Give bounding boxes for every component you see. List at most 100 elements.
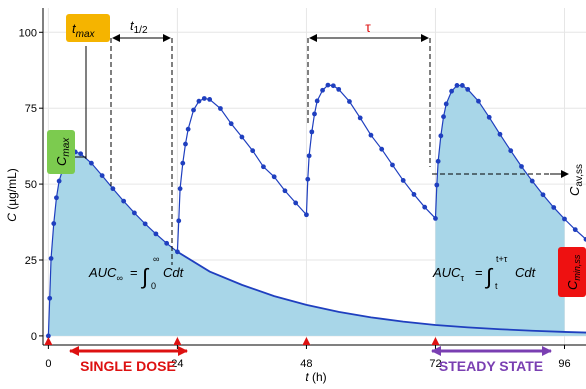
- svg-text:Cdt: Cdt: [515, 265, 537, 280]
- data-point: [326, 83, 331, 88]
- svg-text:=: =: [130, 265, 138, 280]
- tau-label: τ: [365, 19, 371, 35]
- data-point: [304, 212, 309, 217]
- data-point: [47, 296, 52, 301]
- data-point: [100, 173, 105, 178]
- data-point: [379, 147, 384, 152]
- svg-text:∞: ∞: [153, 254, 159, 264]
- data-point: [143, 221, 148, 226]
- half-life-label: t1/2: [130, 18, 148, 36]
- data-point: [433, 216, 438, 221]
- data-point: [476, 99, 481, 104]
- data-point: [121, 199, 126, 204]
- data-point: [191, 108, 196, 113]
- svg-text:=: =: [475, 265, 483, 280]
- y-tick-label: 50: [25, 179, 37, 191]
- data-point: [305, 177, 310, 182]
- data-point: [132, 211, 137, 216]
- data-point: [176, 218, 181, 223]
- x-tick-label: 96: [558, 358, 570, 370]
- y-axis-label: C (µg/mL): [5, 168, 19, 222]
- y-tick-label: 25: [25, 255, 37, 267]
- data-point: [180, 161, 185, 166]
- data-point: [49, 256, 54, 261]
- data-point: [336, 87, 341, 92]
- data-point: [401, 178, 406, 183]
- data-point: [202, 96, 207, 101]
- data-point: [283, 188, 288, 193]
- dose-marker: [173, 337, 181, 345]
- data-point: [178, 186, 183, 191]
- data-point: [438, 133, 443, 138]
- dose-marker: [44, 337, 52, 345]
- cav-label: Cav,ss: [567, 164, 585, 196]
- data-point: [57, 179, 62, 184]
- dose-marker: [302, 337, 310, 345]
- auc-fill-areas: [48, 85, 586, 335]
- data-point: [562, 217, 567, 222]
- data-point: [508, 148, 513, 153]
- svg-text:Cdt: Cdt: [163, 265, 185, 280]
- data-point: [465, 87, 470, 92]
- data-point: [207, 97, 212, 102]
- data-point: [487, 115, 492, 120]
- svg-text:0: 0: [151, 281, 156, 291]
- data-point: [460, 83, 465, 88]
- y-tick-label: 75: [25, 103, 37, 115]
- data-point: [455, 83, 460, 88]
- data-point: [541, 192, 546, 197]
- data-point: [240, 135, 245, 140]
- auc-tau-area: [435, 85, 564, 335]
- data-point: [89, 161, 94, 166]
- data-point: [293, 201, 298, 206]
- data-point: [573, 227, 578, 232]
- data-point: [444, 102, 449, 107]
- data-point: [347, 99, 352, 104]
- data-point: [197, 99, 202, 104]
- data-point: [331, 83, 336, 88]
- y-tick-label: 100: [19, 27, 37, 39]
- data-point: [422, 205, 427, 210]
- data-point: [175, 249, 180, 254]
- svg-text:t+τ: t+τ: [496, 254, 508, 264]
- data-point: [390, 163, 395, 168]
- data-point: [78, 151, 83, 156]
- dose-markers: [44, 337, 439, 345]
- data-point: [358, 116, 363, 121]
- data-point: [449, 89, 454, 94]
- data-point: [218, 106, 223, 111]
- data-point: [320, 88, 325, 93]
- data-point: [154, 231, 159, 236]
- data-point: [186, 127, 191, 132]
- data-point: [110, 186, 115, 191]
- data-point: [307, 153, 312, 158]
- steady-state-label: STEADY STATE: [439, 358, 543, 374]
- data-point: [441, 114, 446, 119]
- data-point: [434, 183, 439, 188]
- data-point: [261, 164, 266, 169]
- data-point: [412, 192, 417, 197]
- data-point: [519, 164, 524, 169]
- dose-marker: [431, 337, 439, 345]
- data-point: [369, 133, 374, 138]
- x-axis-label: t (h): [305, 370, 326, 384]
- data-point: [530, 179, 535, 184]
- data-point: [164, 241, 169, 246]
- data-point: [250, 148, 255, 153]
- data-point: [272, 174, 277, 179]
- data-point: [309, 129, 314, 134]
- data-point: [315, 99, 320, 104]
- data-point: [229, 121, 234, 126]
- data-point: [51, 221, 56, 226]
- data-point: [312, 112, 317, 117]
- data-point: [551, 205, 556, 210]
- data-point: [54, 195, 59, 200]
- data-point: [498, 132, 503, 137]
- x-tick-label: 48: [300, 358, 312, 370]
- x-tick-label: 0: [45, 358, 51, 370]
- data-point: [436, 159, 441, 164]
- single-dose-label: SINGLE DOSE: [80, 358, 176, 374]
- data-point: [183, 142, 188, 147]
- y-tick-label: 0: [31, 331, 37, 343]
